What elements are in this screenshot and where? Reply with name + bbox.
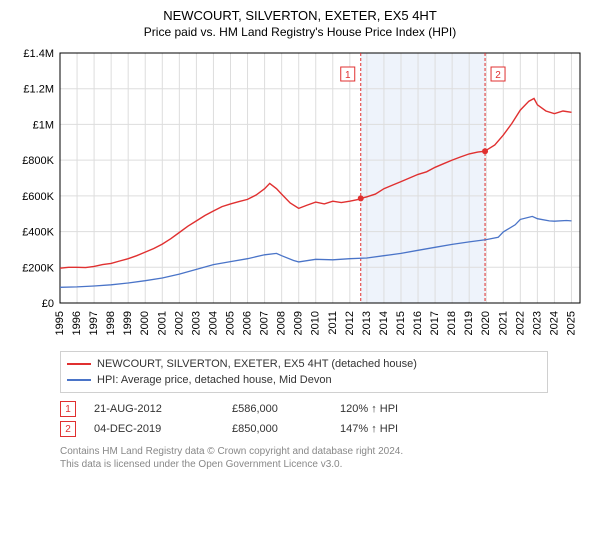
legend-swatch bbox=[67, 363, 91, 365]
sale-date: 21-AUG-2012 bbox=[94, 403, 214, 415]
svg-text:2017: 2017 bbox=[429, 311, 441, 335]
legend-label: NEWCOURT, SILVERTON, EXETER, EX5 4HT (de… bbox=[97, 358, 417, 370]
svg-text:2021: 2021 bbox=[497, 311, 509, 335]
sale-delta: 120% ↑ HPI bbox=[340, 403, 548, 415]
sale-row: 1 21-AUG-2012 £586,000 120% ↑ HPI bbox=[60, 399, 548, 419]
svg-text:2006: 2006 bbox=[242, 311, 254, 335]
svg-text:£800K: £800K bbox=[22, 155, 54, 167]
svg-text:1999: 1999 bbox=[122, 311, 134, 335]
sale-delta: 147% ↑ HPI bbox=[340, 423, 548, 435]
svg-text:2003: 2003 bbox=[190, 311, 202, 335]
legend-item: NEWCOURT, SILVERTON, EXETER, EX5 4HT (de… bbox=[67, 356, 541, 372]
chart-title: NEWCOURT, SILVERTON, EXETER, EX5 4HT bbox=[10, 8, 590, 23]
chart-subtitle: Price paid vs. HM Land Registry's House … bbox=[10, 25, 590, 39]
svg-text:2009: 2009 bbox=[293, 311, 305, 335]
svg-text:1997: 1997 bbox=[88, 311, 100, 335]
legend-label: HPI: Average price, detached house, Mid … bbox=[97, 374, 332, 386]
legend-item: HPI: Average price, detached house, Mid … bbox=[67, 372, 541, 388]
legend-swatch bbox=[67, 379, 91, 381]
svg-text:2012: 2012 bbox=[344, 311, 356, 335]
svg-text:2000: 2000 bbox=[139, 311, 151, 335]
sale-marker: 1 bbox=[60, 401, 76, 417]
svg-text:2016: 2016 bbox=[412, 311, 424, 335]
footnote-line-1: Contains HM Land Registry data © Crown c… bbox=[60, 446, 403, 457]
svg-text:2004: 2004 bbox=[207, 311, 219, 335]
svg-text:2001: 2001 bbox=[156, 311, 168, 335]
sale-date: 04-DEC-2019 bbox=[94, 423, 214, 435]
legend: NEWCOURT, SILVERTON, EXETER, EX5 4HT (de… bbox=[60, 351, 548, 393]
svg-text:2025: 2025 bbox=[565, 311, 577, 335]
svg-text:£0: £0 bbox=[42, 298, 54, 310]
chart-container: NEWCOURT, SILVERTON, EXETER, EX5 4HT Pri… bbox=[0, 0, 600, 477]
svg-text:2015: 2015 bbox=[395, 311, 407, 335]
svg-text:2023: 2023 bbox=[531, 311, 543, 335]
svg-text:2007: 2007 bbox=[259, 311, 271, 335]
svg-text:2018: 2018 bbox=[446, 311, 458, 335]
svg-text:2: 2 bbox=[495, 70, 501, 81]
svg-text:2014: 2014 bbox=[378, 311, 390, 335]
sale-row: 2 04-DEC-2019 £850,000 147% ↑ HPI bbox=[60, 419, 548, 439]
svg-text:1: 1 bbox=[345, 70, 351, 81]
sale-marker: 2 bbox=[60, 421, 76, 437]
svg-text:2019: 2019 bbox=[463, 311, 475, 335]
footnote-line-2: This data is licensed under the Open Gov… bbox=[60, 459, 342, 470]
svg-text:£1.2M: £1.2M bbox=[23, 84, 54, 96]
sale-price: £850,000 bbox=[232, 423, 322, 435]
svg-text:2022: 2022 bbox=[514, 311, 526, 335]
svg-text:£600K: £600K bbox=[22, 191, 54, 203]
svg-text:2008: 2008 bbox=[276, 311, 288, 335]
svg-text:2013: 2013 bbox=[361, 311, 373, 335]
sale-price: £586,000 bbox=[232, 403, 322, 415]
svg-text:2002: 2002 bbox=[173, 311, 185, 335]
sales-list: 1 21-AUG-2012 £586,000 120% ↑ HPI 2 04-DEC-20… bbox=[60, 399, 548, 439]
svg-text:1998: 1998 bbox=[105, 311, 117, 335]
svg-text:2010: 2010 bbox=[310, 311, 322, 335]
svg-text:1995: 1995 bbox=[54, 311, 66, 335]
footnote: Contains HM Land Registry data © Crown c… bbox=[60, 445, 548, 471]
svg-text:2011: 2011 bbox=[327, 311, 339, 335]
svg-text:£400K: £400K bbox=[22, 227, 54, 239]
svg-text:1996: 1996 bbox=[71, 311, 83, 335]
line-chart: £0 £200K £400K £600K £800K £1M £1.2M £1.4M 1995 1… bbox=[10, 45, 590, 345]
svg-text:£200K: £200K bbox=[22, 262, 54, 274]
svg-text:2024: 2024 bbox=[548, 311, 560, 335]
svg-text:2020: 2020 bbox=[480, 311, 492, 335]
svg-text:£1.4M: £1.4M bbox=[23, 48, 54, 60]
svg-text:£1M: £1M bbox=[33, 119, 54, 131]
svg-text:2005: 2005 bbox=[224, 311, 236, 335]
